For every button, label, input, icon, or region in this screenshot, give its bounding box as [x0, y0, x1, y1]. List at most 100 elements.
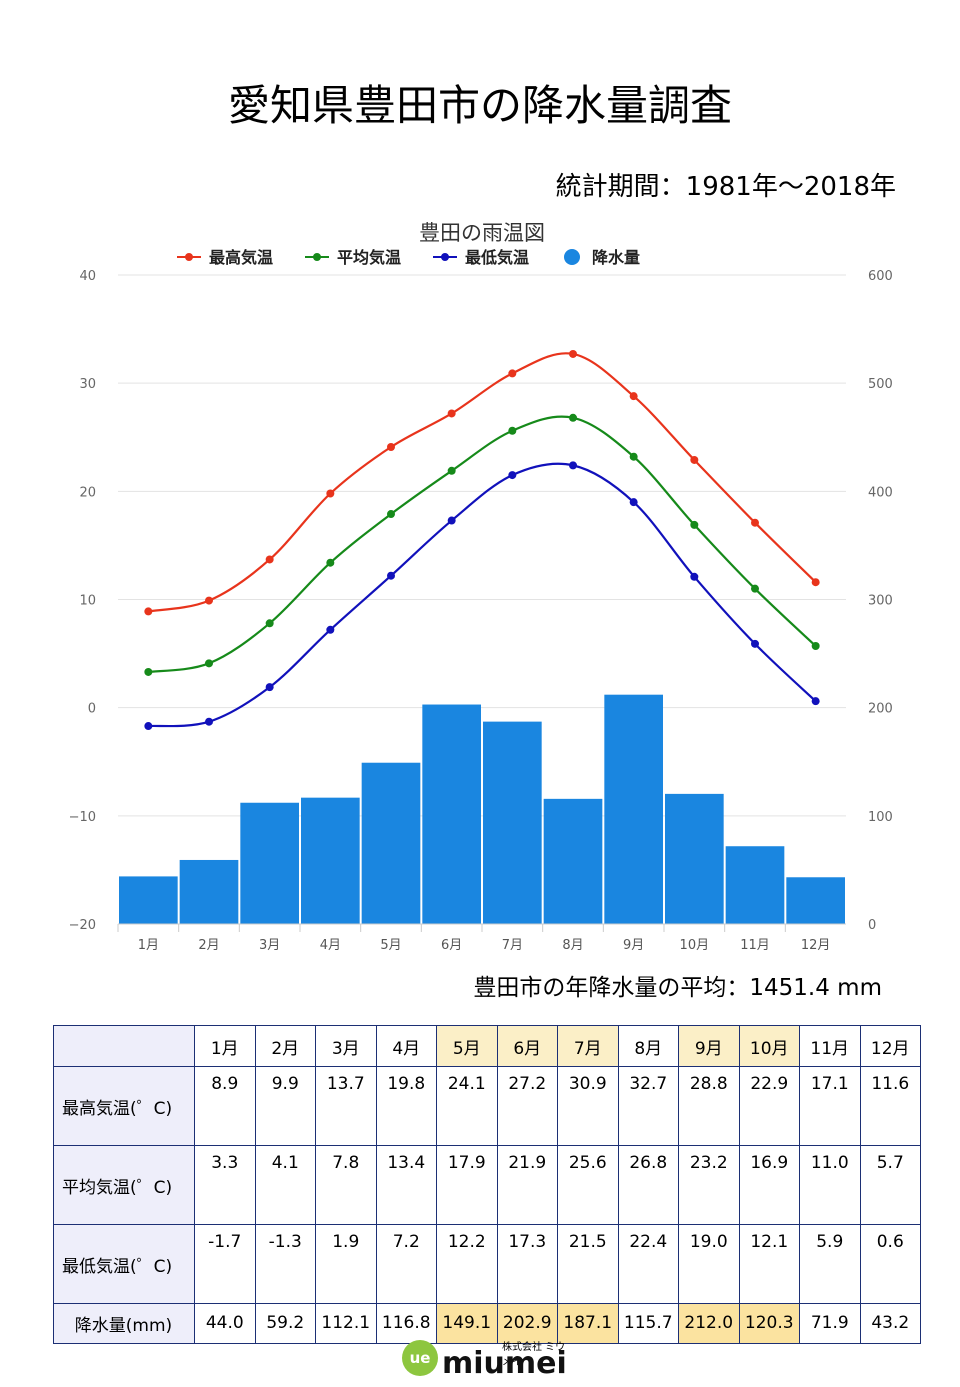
x-tick-label: 12月 [801, 938, 831, 953]
series-point [629, 452, 638, 461]
climate-table: 1月 2月 3月 4月 5月 6月 7月 8月 9月 10月 11月 12月 最高気温(゜C) 8.9 9… [53, 1025, 921, 1344]
month-header: 4月 [375, 1025, 437, 1067]
x-tick-label: 1月 [138, 938, 159, 953]
y-left-tick-label: −10 [69, 810, 96, 825]
rain-bar [543, 798, 603, 924]
month-header: 6月 [496, 1025, 558, 1067]
legend-marker-icon [185, 253, 193, 261]
x-tick-label: 3月 [259, 938, 280, 953]
series-point [569, 349, 577, 358]
climate-chart: 豊田の雨温図 最高気温 平均気温 最低気温 降水量 403020100−10−2060… [69, 221, 893, 953]
table-cell: 17.9 [436, 1145, 498, 1225]
y-right-tick-label: 100 [868, 810, 893, 825]
series-point [265, 619, 274, 628]
series-point [508, 369, 517, 378]
table-cell: 24.1 [436, 1066, 498, 1146]
table-cell: 202.9 [496, 1303, 558, 1344]
rain-bar [301, 797, 360, 924]
legend-marker-icon [313, 253, 321, 261]
table-cell: 0.6 [859, 1224, 921, 1304]
series-point [387, 510, 395, 519]
table-cell: 43.2 [859, 1303, 921, 1344]
table-cell: 71.9 [799, 1303, 861, 1344]
y-left-tick-label: 40 [79, 269, 96, 284]
table-cell: 3.3 [194, 1145, 256, 1225]
series-point [751, 518, 759, 527]
series-point [205, 596, 213, 605]
y-right-tick-label: 0 [868, 918, 876, 933]
chart-title: 豊田の雨温図 [419, 221, 545, 245]
series-point [629, 498, 638, 507]
legend-label: 降水量 [592, 248, 640, 267]
series-point [447, 466, 456, 475]
table-cell: 5.9 [799, 1224, 861, 1304]
x-tick-label: 7月 [502, 938, 523, 953]
series-point [811, 697, 820, 706]
table-header-row: 1月 2月 3月 4月 5月 6月 7月 8月 9月 10月 11月 12月 [53, 1025, 921, 1067]
company-logo: ue 株式会社 ミウメイ miumei [402, 1338, 572, 1382]
table-cell: 149.1 [436, 1303, 498, 1344]
table-cell: -1.7 [194, 1224, 256, 1304]
series-point [629, 392, 638, 401]
table-cell: 8.9 [194, 1066, 256, 1146]
table-cell: 187.1 [557, 1303, 619, 1344]
rain-bar [240, 802, 299, 924]
x-tick-label: 6月 [441, 938, 462, 953]
series-line [148, 462, 817, 728]
table-cell: 13.4 [375, 1145, 437, 1225]
series-line [148, 415, 817, 674]
y-right-tick-label: 400 [868, 485, 893, 500]
table-cell: 16.9 [738, 1145, 800, 1225]
rain-bar [179, 859, 239, 924]
series-point [144, 667, 153, 676]
table-cell: 12.2 [436, 1224, 498, 1304]
row-label: 降水量(mm) [53, 1303, 195, 1344]
legend-marker-icon [564, 249, 580, 265]
rain-bar [725, 846, 785, 924]
table-cell: 25.6 [557, 1145, 619, 1225]
table-cell: 9.9 [254, 1066, 316, 1146]
table-cell: 13.7 [315, 1066, 377, 1146]
series-point [144, 607, 153, 616]
table-cell: 11.0 [799, 1145, 861, 1225]
page-title: 愛知県豊田市の降水量調査 [227, 81, 732, 130]
annual-average: 豊田市の年降水量の平均：1451.4 mm [473, 975, 882, 1001]
table-cell: 115.7 [617, 1303, 679, 1344]
statistics-period: 統計期間：1981年～2018年 [555, 172, 896, 202]
rain-bar [119, 876, 178, 924]
month-header: 10月 [738, 1025, 800, 1067]
y-right-tick-label: 300 [868, 594, 893, 609]
month-header: 3月 [315, 1025, 377, 1067]
series-point [508, 426, 517, 435]
series-point [447, 516, 456, 525]
x-tick-label: 9月 [623, 938, 644, 953]
table-cell: 5.7 [859, 1145, 921, 1225]
y-right-tick-label: 200 [868, 702, 893, 717]
table-cell: 4.1 [254, 1145, 316, 1225]
legend-label: 平均気温 [337, 248, 401, 267]
logo-name: miumei [442, 1346, 567, 1381]
series-point [447, 409, 456, 418]
month-header: 11月 [799, 1025, 861, 1067]
x-tick-label: 11月 [740, 938, 770, 953]
rain-bar [786, 877, 845, 924]
rain-bars [119, 694, 845, 924]
table-cell: 23.2 [678, 1145, 740, 1225]
legend-marker-icon [441, 253, 449, 261]
y-right-tick-label: 600 [868, 269, 893, 284]
series-line [148, 352, 817, 613]
table-row: 平均気温(゜C) 3.3 4.1 7.8 13.4 17.9 21.9 25.6 26.8 23.… [53, 1145, 921, 1225]
row-label: 最高気温(゜C) [53, 1066, 195, 1146]
series-point [811, 578, 820, 587]
x-tick-label: 10月 [680, 938, 710, 953]
month-header: 7月 [557, 1025, 619, 1067]
table-row: 最低気温(゜C) -1.7 -1.3 1.9 7.2 12.2 17.3 21.5 22.4 19… [53, 1224, 921, 1304]
y-left-tick-label: 10 [79, 594, 96, 609]
series-point [205, 717, 213, 726]
temperature-lines [144, 349, 820, 731]
series-point [387, 442, 395, 451]
series-point [751, 639, 759, 648]
chart-grid [118, 274, 846, 817]
series-point [326, 558, 335, 567]
